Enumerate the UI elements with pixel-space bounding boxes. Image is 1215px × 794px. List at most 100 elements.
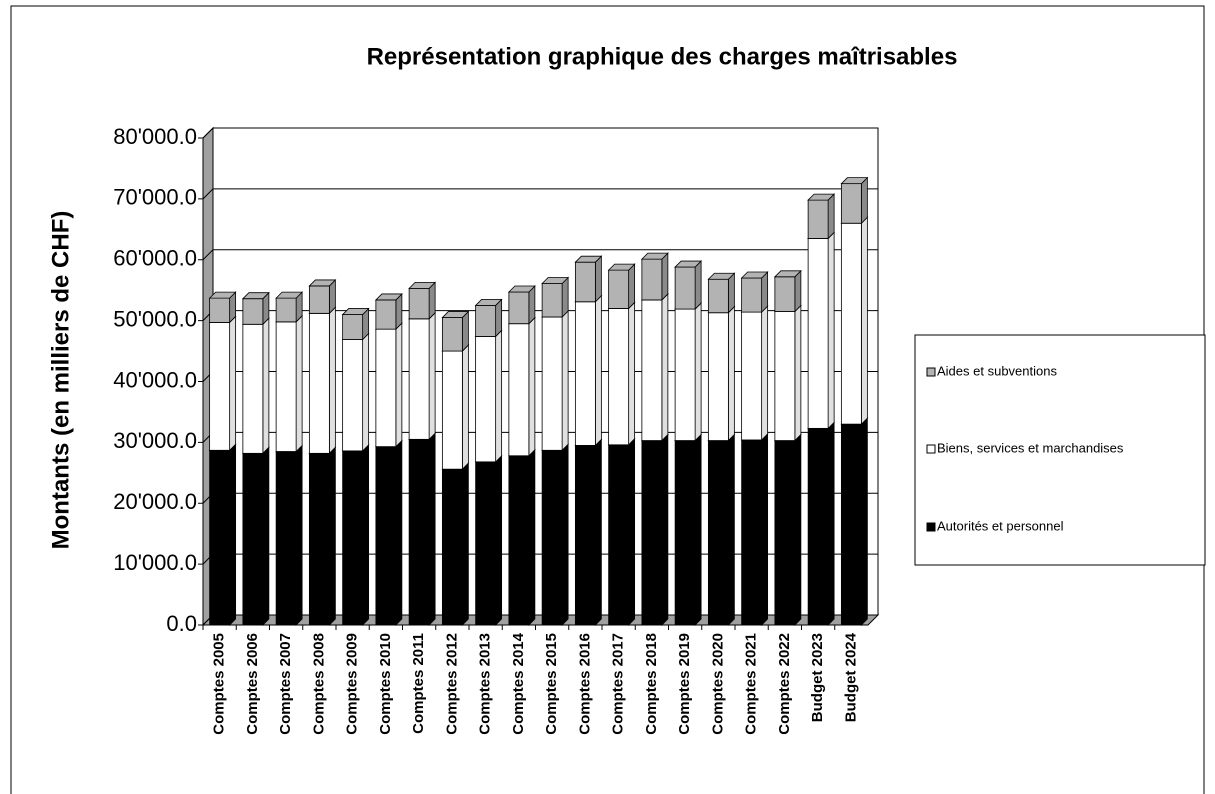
bar: [375, 446, 397, 626]
y-tick-label: 40'000.0: [113, 367, 197, 392]
bar-side: [594, 294, 602, 447]
x-tick-label: Comptes 2009: [344, 633, 361, 735]
bar: [375, 299, 397, 330]
bar-side: [860, 417, 868, 626]
y-tick-label: 20'000.0: [113, 489, 197, 514]
x-tick-label: Comptes 2010: [377, 633, 394, 735]
bar-stack: [807, 193, 836, 626]
bar-top: [574, 255, 603, 263]
bar: [475, 461, 497, 626]
bar: [741, 311, 763, 441]
bar-side: [794, 304, 802, 442]
bar-top: [740, 271, 769, 279]
bar: [707, 278, 729, 314]
bar-side: [495, 329, 503, 463]
bar: [641, 299, 663, 441]
bar-stack: [474, 298, 503, 626]
bar: [308, 452, 330, 626]
bar: [541, 283, 563, 318]
bar-side: [761, 271, 769, 314]
legend-swatch: [926, 444, 936, 454]
bar-side: [794, 269, 802, 313]
bar-top: [408, 281, 437, 289]
bar: [774, 276, 796, 312]
bar-side: [229, 443, 237, 626]
bar-side: [461, 462, 469, 626]
x-tick-label: Comptes 2008: [310, 633, 327, 735]
x-tick-label: Comptes 2022: [776, 633, 793, 735]
legend-swatch: [926, 522, 936, 532]
bar: [209, 449, 231, 626]
chart-title: Représentation graphique des charges maî…: [367, 43, 958, 70]
bar: [608, 444, 630, 626]
y-tick-label: 30'000.0: [113, 428, 197, 453]
y-tick-label: 80'000.0: [113, 124, 197, 149]
bar: [275, 451, 297, 626]
x-tick-label: Budget 2024: [842, 632, 859, 722]
bar: [840, 423, 862, 626]
bar-stack: [275, 291, 304, 626]
bar-side: [561, 443, 569, 626]
bar: [707, 312, 729, 441]
bar-side: [727, 305, 735, 442]
bar-side: [661, 292, 669, 442]
legend-box: [914, 334, 1206, 566]
bar: [408, 287, 430, 320]
grid-line: [202, 188, 878, 200]
x-tick-label: Comptes 2013: [477, 633, 494, 735]
bar: [508, 291, 530, 325]
bar: [807, 427, 829, 626]
bar: [242, 323, 264, 454]
bar-stack: [840, 176, 869, 626]
bar: [674, 308, 696, 441]
bar-side: [495, 454, 503, 626]
bar-top: [707, 272, 736, 280]
bar: [807, 238, 829, 429]
bar-stack: [773, 269, 802, 626]
bar: [342, 450, 364, 626]
bar-top: [474, 299, 503, 306]
grid-line: [202, 249, 878, 261]
bar: [774, 440, 796, 626]
bar: [242, 298, 264, 325]
bar-top: [640, 252, 669, 260]
bar: [475, 336, 497, 463]
bar-side: [727, 433, 735, 626]
bar-side: [761, 432, 769, 626]
bar-side: [262, 446, 270, 626]
bar-stack: [374, 292, 403, 626]
bar-top: [674, 260, 703, 268]
y-axis-title: Montants (en milliers de CHF): [47, 211, 74, 550]
bar-side: [328, 306, 336, 455]
bar-side: [528, 448, 536, 626]
bar-top: [541, 277, 570, 284]
bar-side: [827, 421, 835, 626]
bar: [707, 440, 729, 626]
bar: [674, 266, 696, 310]
bar: [840, 183, 862, 224]
bar-side: [262, 317, 270, 455]
bar: [574, 261, 596, 303]
bar-top: [308, 279, 337, 287]
bar-stack: [308, 278, 337, 626]
bar-stack: [341, 307, 370, 626]
bar-side: [561, 276, 569, 318]
bar-side: [628, 301, 636, 446]
bar-side: [694, 260, 702, 311]
bar-top: [208, 291, 237, 299]
y-tick-label: 70'000.0: [113, 185, 197, 210]
x-tick-label: Comptes 2017: [610, 633, 627, 735]
bar-side: [794, 433, 802, 626]
bar-side: [395, 322, 403, 448]
bar-side: [594, 438, 602, 626]
bar: [275, 321, 297, 452]
bar: [774, 311, 796, 441]
bar-side: [428, 432, 436, 626]
x-tick-label: Comptes 2019: [676, 633, 693, 735]
x-tick-label: Comptes 2006: [244, 633, 261, 735]
x-tick-label: Comptes 2016: [576, 633, 593, 735]
bar-top: [374, 293, 403, 301]
legend-swatch: [926, 367, 936, 377]
bar-stack: [707, 272, 736, 626]
bar-side: [727, 272, 735, 314]
